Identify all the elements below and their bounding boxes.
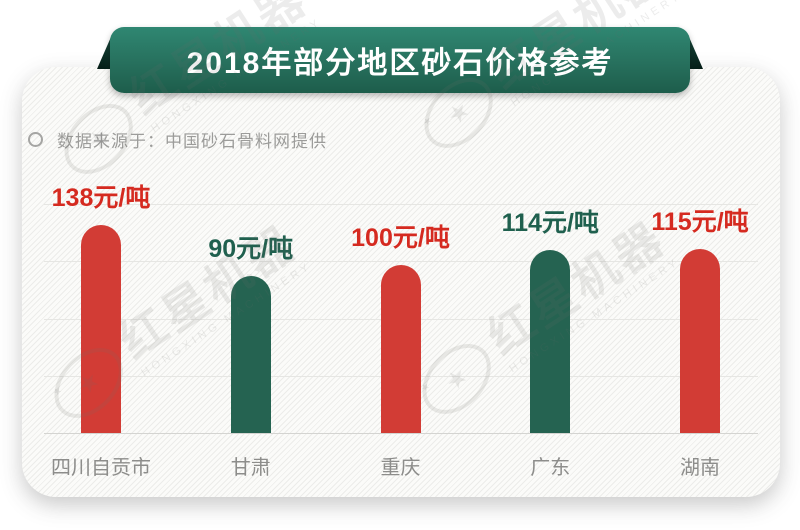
source-note-text: 数据来源于：中国砂石骨料网提供	[57, 132, 327, 151]
gridline	[44, 204, 758, 205]
bar-重庆	[380, 265, 421, 433]
gridline	[44, 261, 758, 262]
category-label: 甘肃	[230, 457, 271, 479]
value-label: 114元/吨	[501, 209, 599, 237]
value-label: 115元/吨	[651, 208, 749, 236]
value-label: 90元/吨	[208, 235, 294, 263]
source-note: 数据来源于：中国砂石骨料网提供	[28, 127, 327, 152]
x-axis-line	[44, 433, 758, 434]
category-label: 广东	[530, 457, 571, 479]
bar-四川自贡市	[81, 225, 121, 433]
value-label: 100元/吨	[351, 224, 450, 252]
value-label: 138元/吨	[51, 184, 151, 212]
title-ribbon: 2018年部分地区砂石价格参考	[110, 27, 690, 93]
circle-bullet-icon	[28, 132, 43, 147]
category-label: 重庆	[380, 457, 421, 479]
bar-广东	[530, 250, 571, 433]
bar-甘肃	[230, 276, 271, 433]
category-label: 四川自贡市	[51, 457, 151, 479]
category-label: 湖南	[680, 457, 720, 479]
bar-湖南	[680, 249, 720, 433]
page-title: 2018年部分地区砂石价格参考	[186, 47, 614, 80]
